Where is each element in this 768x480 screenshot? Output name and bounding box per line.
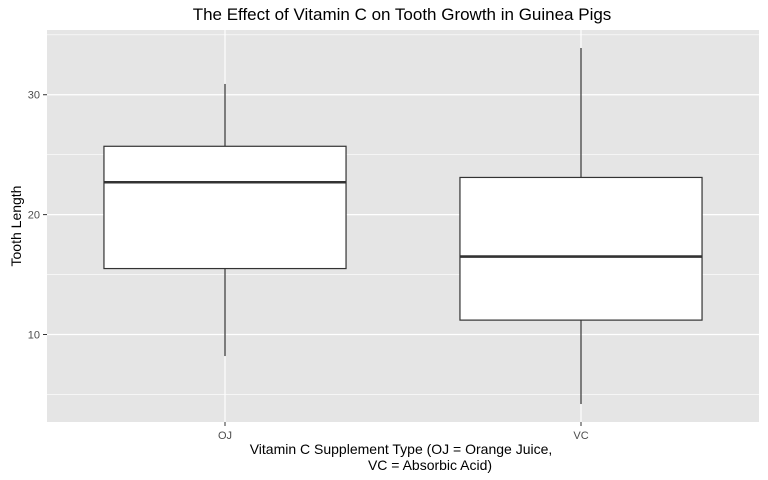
y-axis: 10 20 30 (28, 90, 47, 341)
box-oj (103, 145, 347, 270)
box-vc (459, 176, 703, 321)
x-axis-title-line-1: Vitamin C Supplement Type (OJ = Orange J… (250, 441, 553, 457)
x-tick-label-vc: VC (573, 430, 588, 442)
y-tick-label: 20 (28, 210, 40, 222)
y-tick-label: 30 (28, 90, 40, 102)
x-axis: OJ VC (218, 422, 589, 442)
x-axis-title-line-2: VC = Absorbic Acid) (368, 457, 492, 473)
boxes (103, 47, 703, 405)
x-tick-label-oj: OJ (218, 430, 232, 442)
y-tick-label: 10 (28, 329, 40, 341)
chart-title: The Effect of Vitamin C on Tooth Growth … (193, 5, 612, 24)
y-axis-title: Tooth Length (8, 186, 24, 267)
